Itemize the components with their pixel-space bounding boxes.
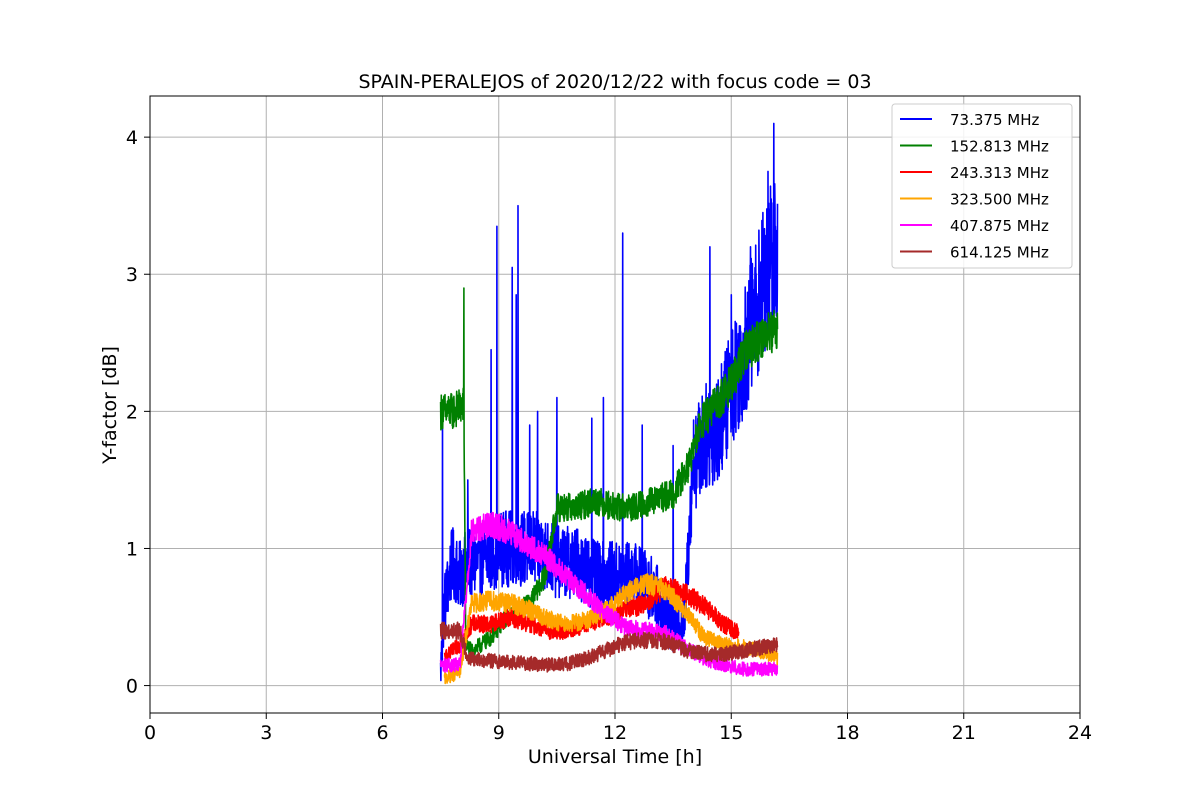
legend: 73.375 MHz 152.813 MHz 243.313 MHz 323.500 …	[891, 103, 1073, 269]
x-tick-label: 12	[603, 722, 627, 744]
series-line	[443, 576, 740, 665]
series-line	[439, 621, 779, 673]
series-line	[439, 287, 779, 658]
y-tick-label: 3	[126, 264, 138, 286]
x-tick-label: 24	[1068, 722, 1092, 744]
legend-entry-label: 614.125 MHz	[950, 244, 1049, 262]
x-tick-label: 9	[493, 722, 505, 744]
y-tick-label: 4	[126, 127, 138, 149]
y-axis-label: Y-factor [dB]	[99, 346, 121, 465]
x-tick-label: 18	[835, 722, 859, 744]
y-tick-label: 2	[126, 401, 138, 423]
chart-title: SPAIN-PERALEJOS of 2020/12/22 with focus…	[358, 71, 871, 93]
x-tick-label: 0	[144, 722, 156, 744]
legend-entry-label: 243.313 MHz	[950, 164, 1049, 182]
legend-entry-label: 323.500 MHz	[950, 191, 1049, 209]
legend-entry-label: 152.813 MHz	[950, 138, 1049, 156]
x-tick-label: 6	[376, 722, 388, 744]
x-tick-label: 15	[719, 722, 743, 744]
y-tick-label: 0	[126, 676, 138, 698]
legend-entry-label: 73.375 MHz	[950, 111, 1039, 129]
x-tick-label: 21	[952, 722, 976, 744]
y-tick-label: 1	[126, 538, 138, 560]
series-line	[439, 511, 779, 677]
x-axis-label: Universal Time [h]	[528, 746, 702, 768]
legend-box	[891, 103, 1073, 269]
x-tick-label: 3	[260, 722, 272, 744]
series-group	[439, 122, 779, 685]
legend-entry-label: 407.875 MHz	[950, 217, 1049, 235]
